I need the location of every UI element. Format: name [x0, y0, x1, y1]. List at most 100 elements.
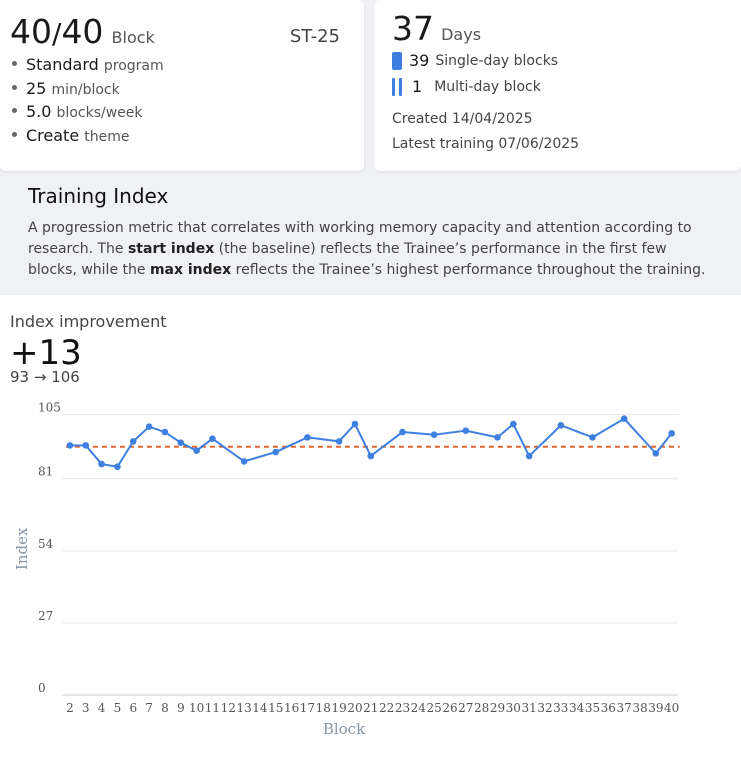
- index-data-point: [557, 422, 565, 429]
- days-summary-card: 37 Days 39 Single-day blocks 1 Multi-day…: [374, 0, 741, 171]
- index-data-point: [114, 463, 121, 471]
- index-series-line: [69, 417, 673, 468]
- index-data-point: [304, 434, 311, 441]
- x-tick-label: 28: [474, 701, 489, 715]
- block-summary-card: 40/40 Block ST-25 Standard program 25 mi…: [0, 0, 364, 171]
- index-data-point: [399, 428, 406, 436]
- x-tick-label: 33: [553, 701, 568, 715]
- single-day-count: 39: [409, 51, 430, 70]
- stat-value: Standard: [26, 55, 99, 74]
- index-data-point: [620, 415, 628, 422]
- bullet-icon: [12, 131, 17, 137]
- x-tick-label: 32: [537, 701, 552, 715]
- program-stats: Standard program 25 min/block 5.0 blocks…: [12, 54, 164, 148]
- created-date: Created 14/04/2025: [392, 111, 533, 127]
- y-tick-label: 27: [38, 609, 53, 623]
- block-separator: /: [52, 17, 62, 50]
- index-data-point: [193, 447, 200, 455]
- index-data-point: [510, 420, 517, 428]
- description-text: reflects the Trainee’s highest performan…: [231, 262, 706, 278]
- x-tick-label: 35: [585, 701, 600, 715]
- x-tick-label: 22: [379, 701, 394, 715]
- index-data-point: [272, 448, 280, 456]
- index-data-point: [668, 430, 675, 437]
- index-data-point: [335, 438, 343, 445]
- stat-value: Create: [26, 125, 80, 145]
- x-tick-label: 24: [411, 701, 427, 715]
- x-tick-label: 29: [490, 701, 505, 715]
- x-tick-label: 10: [189, 701, 204, 715]
- index-data-point: [66, 442, 74, 449]
- stat-label: blocks/week: [56, 105, 143, 121]
- index-data-point: [161, 428, 169, 436]
- index-data-point: [430, 431, 438, 438]
- latest-training-date: Latest training 07/06/2025: [392, 136, 580, 152]
- bullet-icon: [12, 108, 17, 113]
- days-value: 37: [392, 9, 434, 48]
- index-data-point: [367, 452, 375, 460]
- x-tick-label: 15: [268, 701, 283, 715]
- x-tick-label: 31: [522, 701, 537, 715]
- x-tick-label: 21: [363, 701, 378, 715]
- days-counter: 37 Days: [392, 12, 481, 45]
- y-tick-label: 105: [38, 401, 61, 415]
- index-data-point: [98, 460, 105, 468]
- block-current: 40: [10, 12, 52, 51]
- x-tick-label: 18: [316, 701, 331, 715]
- stat-value: 5.0: [26, 102, 52, 121]
- x-tick-label: 30: [506, 701, 521, 715]
- x-tick-label: 25: [426, 701, 441, 715]
- index-data-point: [240, 458, 248, 465]
- trainee-code: ST-25: [289, 26, 340, 47]
- stat-duration: 25 min/block: [12, 78, 164, 102]
- x-tick-label: 9: [177, 701, 185, 715]
- start-index-term: start index: [127, 241, 215, 257]
- single-day-swatch-icon: [392, 51, 402, 70]
- stat-value: 25: [26, 78, 47, 98]
- block-counter: 40/40 Block: [10, 15, 155, 48]
- description-text: A progression metric that correlates wit…: [28, 220, 692, 257]
- index-data-point: [494, 434, 501, 441]
- improvement-label: Index improvement: [10, 312, 167, 331]
- bullet-icon: [12, 61, 17, 66]
- index-data-point: [525, 452, 533, 460]
- x-tick-label: 7: [145, 701, 153, 715]
- training-index-description: A progression metric that correlates wit…: [28, 218, 718, 281]
- improvement-range: 93 → 106: [10, 368, 80, 386]
- stat-theme: Create theme: [12, 125, 164, 149]
- x-tick-label: 19: [331, 701, 346, 715]
- y-tick-label: 54: [38, 537, 54, 551]
- x-tick-label: 26: [442, 701, 457, 715]
- description-text: (the baseline) reflects the Trainee’s pe…: [28, 241, 667, 278]
- index-data-point: [209, 435, 216, 442]
- x-tick-label: 27: [458, 701, 473, 715]
- index-data-point: [129, 438, 137, 445]
- x-tick-label: 20: [347, 701, 362, 715]
- x-tick-label: 11: [205, 701, 220, 715]
- x-tick-label: 40: [664, 701, 679, 715]
- stat-label: min/block: [51, 81, 120, 98]
- multi-day-legend: 1 Multi-day block: [392, 77, 541, 96]
- index-data-point: [351, 420, 359, 428]
- x-tick-label: 2: [66, 701, 74, 715]
- x-tick-label: 34: [569, 701, 585, 715]
- x-tick-label: 17: [300, 701, 315, 715]
- stat-label: program: [103, 58, 164, 74]
- y-tick-label: 81: [38, 465, 53, 479]
- x-tick-label: 8: [161, 701, 169, 715]
- stat-label: theme: [84, 128, 130, 145]
- stat-frequency: 5.0 blocks/week: [12, 101, 164, 125]
- y-tick-label: 0: [38, 681, 46, 695]
- index-data-point: [145, 423, 153, 430]
- x-tick-label: 38: [632, 701, 647, 715]
- x-tick-label: 23: [395, 701, 410, 715]
- x-tick-label: 37: [617, 701, 632, 715]
- x-tick-label: 36: [601, 701, 616, 715]
- x-axis-title: Block: [323, 720, 366, 738]
- bullet-icon: [12, 84, 17, 90]
- x-tick-label: 16: [284, 701, 299, 715]
- x-tick-label: 3: [82, 701, 90, 715]
- x-tick-label: 5: [114, 701, 122, 715]
- multi-day-swatch-icon: [392, 77, 402, 96]
